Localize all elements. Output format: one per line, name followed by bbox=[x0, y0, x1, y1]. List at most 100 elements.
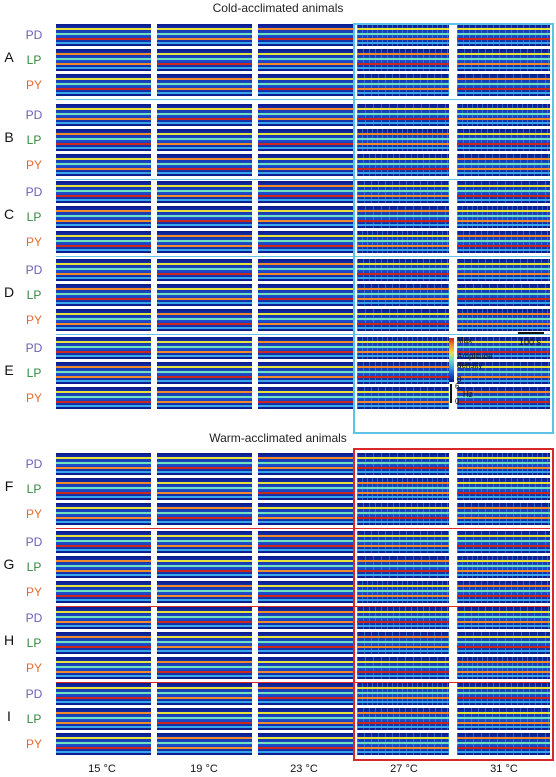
row-label-h: H bbox=[3, 632, 15, 648]
frequency-axis-zero-label: 0 bbox=[455, 397, 460, 406]
spectrogram-f-pd-col4 bbox=[357, 453, 449, 475]
spectrogram-d-lp-col2 bbox=[157, 284, 252, 306]
spectrogram-b-lp-col3 bbox=[258, 129, 353, 151]
spectrogram-b-py-col2 bbox=[157, 154, 252, 176]
spectrogram-d-lp-col5 bbox=[457, 284, 550, 306]
spectrogram-f-py-col4 bbox=[357, 503, 449, 525]
frequency-axis bbox=[450, 384, 452, 403]
spectrogram-h-py-col3 bbox=[258, 657, 353, 679]
spectrogram-b-lp-col4 bbox=[357, 129, 449, 151]
spectrogram-e-pd-col5 bbox=[457, 337, 550, 359]
neuron-label-e-pd: PD bbox=[25, 341, 43, 355]
neuron-label-a-py: PY bbox=[25, 78, 42, 92]
row-label-b: B bbox=[4, 129, 14, 145]
spectrogram-i-pd-col5 bbox=[457, 683, 550, 705]
spectrogram-e-pd-col2 bbox=[157, 337, 252, 359]
spectrogram-a-pd-col2 bbox=[157, 24, 252, 46]
row-label-a: A bbox=[4, 49, 14, 65]
spectrogram-f-lp-col4 bbox=[357, 478, 449, 500]
spectrogram-a-pd-col4 bbox=[357, 24, 449, 46]
spectrogram-g-py-col5 bbox=[457, 581, 550, 603]
spectrogram-i-py-col2 bbox=[157, 733, 252, 755]
spectrogram-h-lp-col1 bbox=[56, 632, 151, 654]
row-label-c: C bbox=[3, 206, 15, 222]
spectrogram-f-pd-col5 bbox=[457, 453, 550, 475]
spectrogram-c-lp-col5 bbox=[457, 206, 550, 228]
spectrogram-d-lp-col1 bbox=[56, 284, 151, 306]
row-label-f: F bbox=[4, 478, 14, 494]
row-separator-d bbox=[56, 334, 550, 335]
spectrogram-e-py-col5 bbox=[457, 387, 550, 409]
spectrogram-d-lp-col3 bbox=[258, 284, 353, 306]
row-label-i: I bbox=[7, 708, 11, 724]
spectrogram-g-lp-col3 bbox=[258, 556, 353, 578]
spectrogram-g-py-col4 bbox=[357, 581, 449, 603]
spectrogram-h-pd-col3 bbox=[258, 607, 353, 629]
spectrogram-h-lp-col2 bbox=[157, 632, 252, 654]
scalebar-label: 100 s bbox=[519, 337, 542, 347]
temp-label-27: 27 °C bbox=[390, 763, 418, 775]
temp-label-15: 15 °C bbox=[88, 763, 116, 775]
spectrogram-d-pd-col4 bbox=[357, 259, 449, 281]
neuron-label-c-lp: LP bbox=[26, 210, 42, 224]
spectrogram-b-py-col3 bbox=[258, 154, 353, 176]
spectrogram-h-pd-col1 bbox=[56, 607, 151, 629]
spectrogram-a-lp-col3 bbox=[258, 49, 353, 71]
cold-title: Cold-acclimated animals bbox=[212, 1, 344, 15]
spectrogram-h-py-col2 bbox=[157, 657, 252, 679]
frequency-axis-unit-label: Hz bbox=[463, 390, 473, 399]
colorbar-title-line2: density bbox=[457, 361, 483, 370]
row-separator-c bbox=[56, 256, 550, 257]
spectrogram-h-lp-col5 bbox=[457, 632, 550, 654]
spectrogram-b-pd-col2 bbox=[157, 104, 252, 126]
spectrogram-c-pd-col2 bbox=[157, 181, 252, 203]
spectrogram-b-py-col4 bbox=[357, 154, 449, 176]
neuron-label-b-py: PY bbox=[25, 158, 42, 172]
spectrogram-f-pd-col1 bbox=[56, 453, 151, 475]
spectrogram-h-py-col5 bbox=[457, 657, 550, 679]
neuron-label-h-py: PY bbox=[25, 661, 42, 675]
spectrogram-i-pd-col2 bbox=[157, 683, 252, 705]
spectrogram-g-pd-col2 bbox=[157, 531, 252, 553]
neuron-label-d-lp: LP bbox=[26, 288, 42, 302]
spectrogram-c-lp-col2 bbox=[157, 206, 252, 228]
spectrogram-c-py-col1 bbox=[56, 231, 151, 253]
spectrogram-i-py-col1 bbox=[56, 733, 151, 755]
neuron-label-h-pd: PD bbox=[25, 611, 43, 625]
spectrogram-h-lp-col4 bbox=[357, 632, 449, 654]
spectrogram-a-lp-col5 bbox=[457, 49, 550, 71]
temp-label-31: 31 °C bbox=[490, 763, 518, 775]
row-label-g: G bbox=[3, 556, 15, 572]
spectrogram-h-py-col4 bbox=[357, 657, 449, 679]
spectrogram-i-lp-col4 bbox=[357, 708, 449, 730]
frequency-axis-top-label: 6 bbox=[455, 382, 460, 391]
neuron-label-e-py: PY bbox=[25, 391, 42, 405]
spectrogram-h-pd-col4 bbox=[357, 607, 449, 629]
spectrogram-e-lp-col5 bbox=[457, 362, 550, 384]
spectrogram-f-lp-col5 bbox=[457, 478, 550, 500]
spectrogram-b-lp-col2 bbox=[157, 129, 252, 151]
spectrogram-c-lp-col3 bbox=[258, 206, 353, 228]
spectrogram-c-pd-col5 bbox=[457, 181, 550, 203]
row-separator-g bbox=[56, 606, 550, 607]
spectrogram-h-pd-col5 bbox=[457, 607, 550, 629]
spectrogram-f-pd-col2 bbox=[157, 453, 252, 475]
neuron-label-g-py: PY bbox=[25, 585, 42, 599]
spectrogram-c-lp-col4 bbox=[357, 206, 449, 228]
spectrogram-c-lp-col1 bbox=[56, 206, 151, 228]
spectrogram-c-pd-col4 bbox=[357, 181, 449, 203]
spectrogram-i-lp-col1 bbox=[56, 708, 151, 730]
spectrogram-b-py-col5 bbox=[457, 154, 550, 176]
spectrogram-d-pd-col5 bbox=[457, 259, 550, 281]
spectrogram-d-py-col5 bbox=[457, 309, 550, 331]
temp-label-23: 23 °C bbox=[290, 763, 318, 775]
warm-title: Warm-acclimated animals bbox=[209, 431, 347, 445]
spectrogram-b-pd-col5 bbox=[457, 104, 550, 126]
neuron-label-g-lp: LP bbox=[26, 560, 42, 574]
spectrogram-d-py-col2 bbox=[157, 309, 252, 331]
neuron-label-i-lp: LP bbox=[26, 712, 42, 726]
spectrogram-g-py-col3 bbox=[258, 581, 353, 603]
spectrogram-e-lp-col4 bbox=[357, 362, 449, 384]
neuron-label-b-pd: PD bbox=[25, 108, 43, 122]
spectrogram-i-py-col3 bbox=[258, 733, 353, 755]
